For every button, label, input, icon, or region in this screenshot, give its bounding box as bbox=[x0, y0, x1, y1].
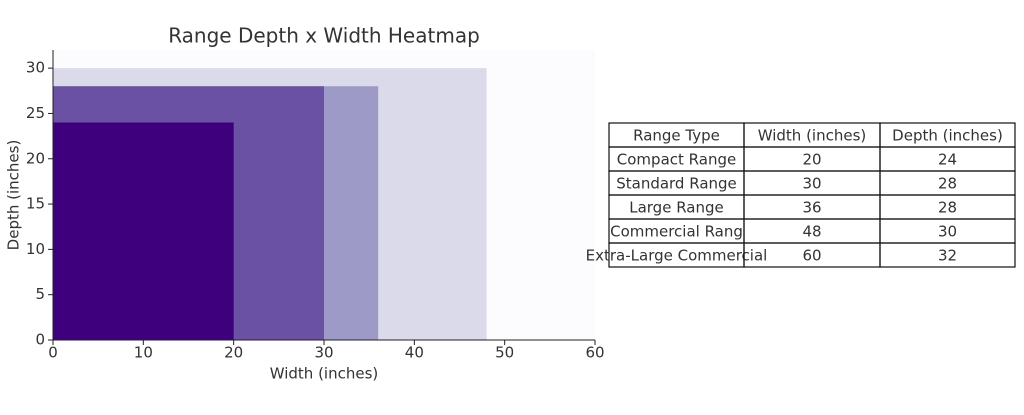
table-header: Width (inches) bbox=[758, 127, 867, 145]
x-axis-label: Width (inches) bbox=[270, 365, 379, 383]
table-text: Compact Range bbox=[617, 151, 736, 169]
table-text: Standard Range bbox=[616, 175, 737, 193]
table-text: 30 bbox=[802, 175, 821, 193]
x-tick-label: 30 bbox=[314, 344, 333, 362]
table-text: 48 bbox=[802, 223, 821, 241]
plot: 0 10 20 30 40 50 60 0 5 10 15 20 25 30 bbox=[26, 50, 605, 362]
y-tick-label: 10 bbox=[26, 240, 45, 258]
table-cell bbox=[879, 242, 1016, 268]
y-tick-label: 20 bbox=[26, 149, 45, 167]
table-text: 24 bbox=[938, 151, 957, 169]
chart-title: Range Depth x Width Heatmap bbox=[168, 24, 480, 48]
table-text: 30 bbox=[938, 223, 957, 241]
table-header: Range Type bbox=[633, 127, 720, 145]
table-text: Commercial Rang bbox=[610, 223, 743, 241]
table-text: 32 bbox=[938, 247, 957, 265]
table-text: 20 bbox=[802, 151, 821, 169]
y-tick-label: 15 bbox=[26, 195, 45, 213]
x-tick-label: 20 bbox=[224, 344, 243, 362]
x-tick-label: 0 bbox=[48, 344, 58, 362]
table-text: 60 bbox=[802, 247, 821, 265]
y-tick-label: 0 bbox=[35, 331, 45, 349]
x-tick-label: 10 bbox=[134, 344, 153, 362]
table-header: Depth (inches) bbox=[892, 127, 1003, 145]
x-tick-label: 60 bbox=[585, 344, 604, 362]
table-text: Extra-Large Commercial bbox=[586, 247, 768, 265]
y-tick-label: 25 bbox=[26, 104, 45, 122]
table-text: 28 bbox=[938, 199, 957, 217]
y-tick-label: 5 bbox=[35, 285, 45, 303]
x-tick-label: 40 bbox=[405, 344, 424, 362]
table-text: Large Range bbox=[629, 199, 724, 217]
table: Range Type Width (inches) Depth (inches) Co… bbox=[586, 122, 1016, 268]
table-text: 36 bbox=[802, 199, 821, 217]
table-text: 28 bbox=[938, 175, 957, 193]
x-tick-label: 50 bbox=[495, 344, 514, 362]
y-tick-label: 30 bbox=[26, 59, 45, 77]
y-axis-label: Depth (inches) bbox=[5, 140, 23, 251]
rect-cell bbox=[53, 122, 234, 340]
